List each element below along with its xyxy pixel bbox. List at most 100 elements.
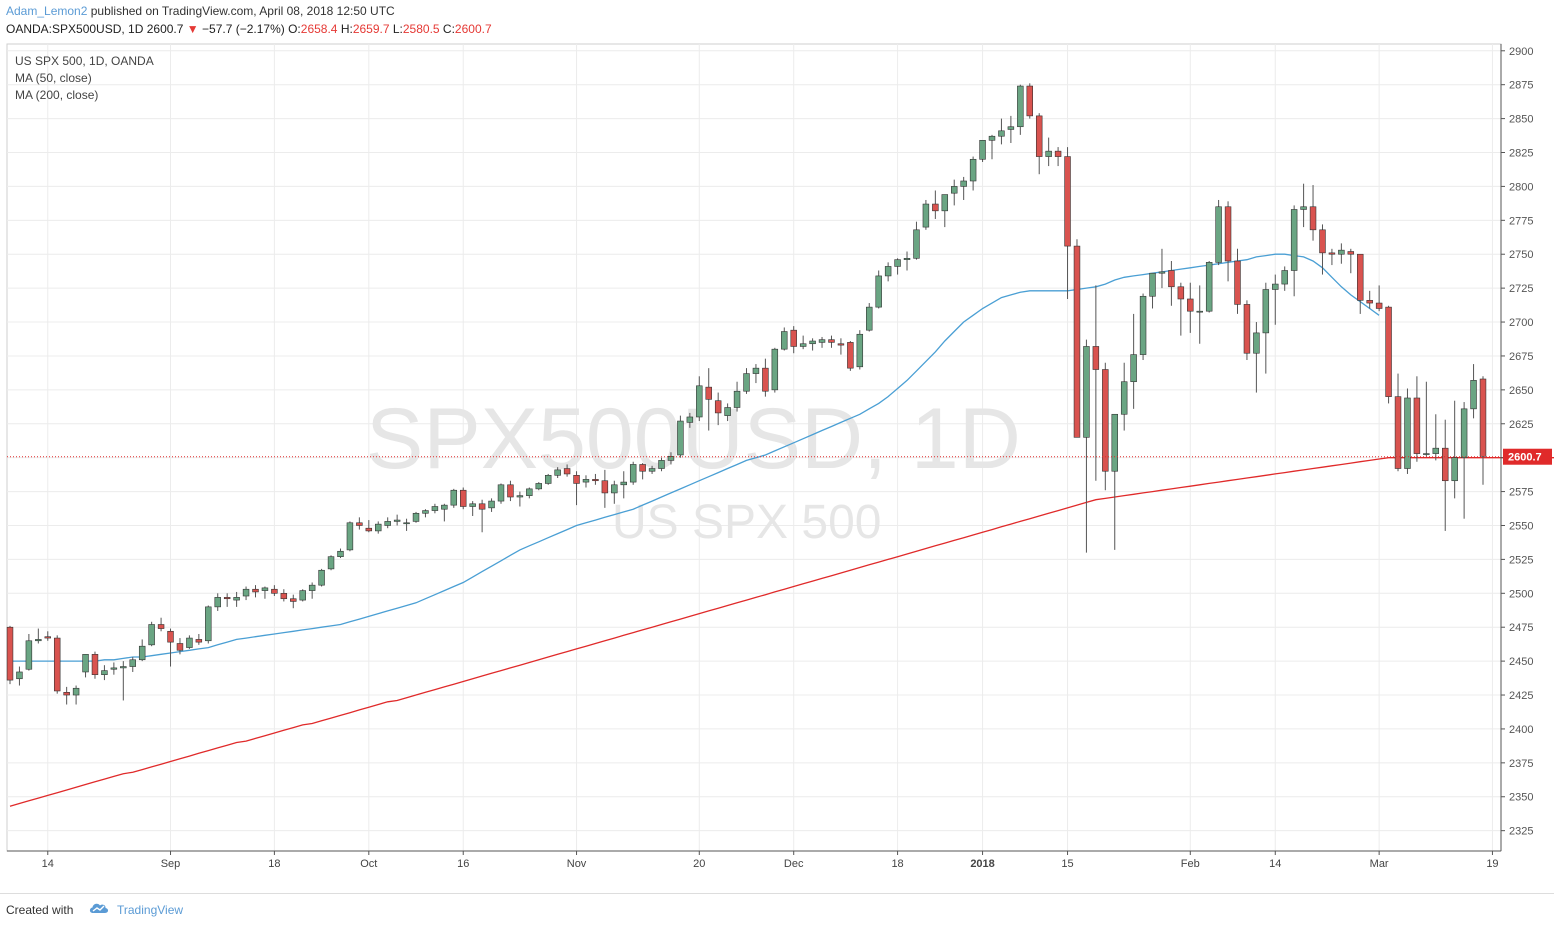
y-axis-ticks: 2900 2875 2850 2825 2800 2775 2750 2725 2700 2675… bbox=[1501, 46, 1533, 838]
x-tick-label: Nov bbox=[567, 858, 587, 870]
y-tick-label: 2500 bbox=[1509, 588, 1533, 600]
candles bbox=[6, 83, 1487, 705]
candle-body bbox=[941, 194, 949, 212]
y-tick-label: 2875 bbox=[1509, 80, 1533, 92]
price-chart[interactable]: SPX500USD, 1D US SPX 500 2900 2875 2850 282… bbox=[0, 40, 1554, 893]
open-label: O: bbox=[288, 22, 301, 36]
candle-body bbox=[714, 400, 722, 414]
candle-body bbox=[1413, 397, 1421, 454]
candle-body bbox=[507, 484, 514, 498]
candle-body bbox=[1177, 286, 1185, 300]
legend-ma50[interactable]: MA (50, close) bbox=[15, 71, 92, 85]
footer: Created with TradingView bbox=[0, 893, 1554, 927]
candle-body bbox=[1111, 413, 1118, 472]
candle-body bbox=[1158, 271, 1166, 274]
change-down-icon: ▼ bbox=[186, 22, 199, 36]
candle-body bbox=[601, 480, 609, 494]
candle-body bbox=[592, 479, 599, 482]
candle-body bbox=[535, 483, 542, 490]
candle-body bbox=[1347, 251, 1355, 255]
candle-body bbox=[1470, 380, 1477, 410]
candle-body bbox=[894, 259, 901, 267]
candle-body bbox=[91, 654, 99, 675]
candle-body bbox=[743, 373, 750, 392]
candle-body bbox=[639, 464, 646, 472]
candle-body bbox=[450, 489, 458, 506]
candle-body bbox=[1168, 270, 1175, 288]
candle-body bbox=[573, 475, 580, 484]
candle-body bbox=[1007, 126, 1015, 130]
tradingview-brand-link[interactable]: TradingView bbox=[117, 903, 184, 917]
candle-body bbox=[1196, 310, 1203, 313]
candle-body bbox=[866, 306, 873, 331]
candle-body bbox=[488, 500, 495, 509]
candle-body bbox=[1460, 408, 1468, 458]
y-tick-label: 2825 bbox=[1509, 148, 1533, 160]
author-link[interactable]: Adam_Lemon2 bbox=[6, 4, 88, 18]
candle-body bbox=[1017, 85, 1024, 128]
x-tick-label: Dec bbox=[784, 858, 804, 870]
candle-body bbox=[1366, 300, 1373, 304]
x-axis-ticks: 14Sep18Oct16Nov20Dec18201815Feb14Mar19Ap… bbox=[42, 851, 1499, 870]
candle-body bbox=[648, 468, 656, 472]
candle-body bbox=[346, 522, 354, 551]
candle-body bbox=[186, 637, 193, 648]
candle-body bbox=[337, 550, 344, 557]
high-label: H: bbox=[340, 22, 353, 36]
x-tick-label: Sep bbox=[161, 858, 181, 870]
x-tick-label: 14 bbox=[42, 858, 54, 870]
y-tick-label: 2725 bbox=[1509, 283, 1533, 295]
last-price: 2600.7 bbox=[146, 22, 184, 36]
legend-ma200[interactable]: MA (200, close) bbox=[15, 88, 99, 102]
x-tick-label: 20 bbox=[693, 858, 705, 870]
x-tick-label: 15 bbox=[1061, 858, 1073, 870]
candle-body bbox=[1215, 206, 1222, 263]
candle-body bbox=[696, 385, 703, 418]
candle-body bbox=[138, 645, 146, 661]
published-text: published on TradingView.com, April 08, … bbox=[90, 4, 395, 18]
candle-body bbox=[1328, 252, 1336, 255]
y-tick-label: 2525 bbox=[1509, 554, 1533, 566]
candle-body bbox=[393, 519, 401, 522]
candle-body bbox=[497, 484, 505, 502]
x-tick-label: 14 bbox=[1269, 858, 1281, 870]
candle-body bbox=[6, 626, 14, 681]
high-value: 2659.7 bbox=[352, 22, 390, 36]
candle-body bbox=[1073, 245, 1081, 438]
candle-body bbox=[781, 331, 788, 350]
candle-body bbox=[1394, 396, 1402, 469]
candle-body bbox=[686, 416, 694, 423]
low-label: L: bbox=[392, 22, 403, 36]
candle-body bbox=[951, 186, 958, 194]
y-tick-label: 2675 bbox=[1509, 351, 1533, 363]
created-with-label: Created with bbox=[6, 903, 74, 917]
candle-body bbox=[1479, 378, 1487, 457]
candle-body bbox=[724, 407, 731, 416]
candle-body bbox=[554, 469, 561, 476]
candle-body bbox=[913, 229, 920, 259]
candle-body bbox=[72, 687, 80, 696]
candle-body bbox=[205, 606, 212, 642]
candle-body bbox=[837, 343, 845, 346]
y-tick-label: 2850 bbox=[1509, 114, 1533, 126]
x-tick-label: 18 bbox=[891, 858, 903, 870]
candle-body bbox=[752, 367, 760, 374]
candle-body bbox=[903, 257, 911, 260]
x-tick-label: 19 bbox=[1486, 858, 1498, 870]
candle-body bbox=[705, 386, 712, 400]
candle-body bbox=[157, 624, 165, 629]
candle-body bbox=[290, 598, 297, 602]
candle-body bbox=[101, 670, 108, 675]
candle-body bbox=[1054, 150, 1062, 157]
y-tick-label: 2800 bbox=[1509, 181, 1533, 193]
candle-body bbox=[252, 588, 259, 593]
symbol-label: OANDA:SPX500USD, 1D bbox=[6, 22, 144, 36]
candle-body bbox=[16, 671, 23, 680]
candle-body bbox=[460, 489, 467, 507]
candle-body bbox=[431, 506, 439, 511]
candle-body bbox=[1035, 115, 1043, 157]
y-tick-label: 2625 bbox=[1509, 419, 1533, 431]
candle-body bbox=[1224, 206, 1232, 262]
candle-body bbox=[960, 180, 967, 187]
candle-body bbox=[1309, 206, 1317, 231]
